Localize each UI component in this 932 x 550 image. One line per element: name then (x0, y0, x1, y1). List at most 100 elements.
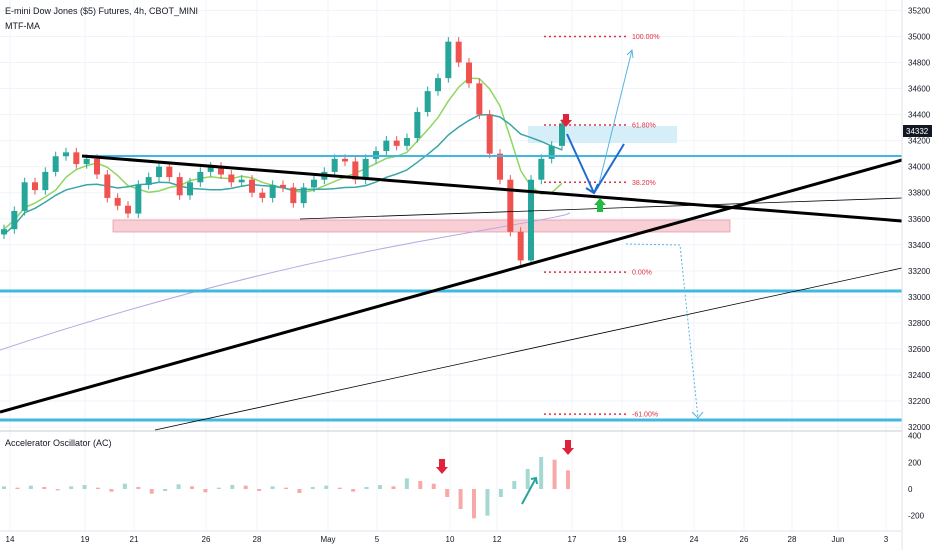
thin-trendline-lower (154, 267, 903, 431)
osc-bar (216, 487, 221, 489)
osc-bar (69, 486, 74, 489)
y-tick-label: 32400 (908, 371, 931, 380)
candle-body (373, 151, 379, 159)
candle-body (156, 166, 162, 178)
candle-body (362, 158, 369, 180)
osc-bar (445, 489, 450, 497)
osc-bar (404, 478, 409, 489)
projection-arrow-up (597, 49, 633, 189)
candle-body (187, 182, 193, 196)
osc-bar (190, 486, 194, 489)
osc-bar (42, 487, 47, 489)
x-tick-label: 26 (202, 535, 211, 544)
osc-bar (418, 481, 423, 489)
osc-bar (122, 483, 127, 489)
candle-body (435, 78, 441, 92)
y-axis: 35200 35000 34800 34600 34400 34200 34000 33800… (908, 6, 931, 432)
y-tick-label: 32600 (908, 345, 931, 354)
last-price-label: 34332 (906, 127, 929, 136)
candle-body (135, 184, 142, 214)
x-tick-label: 10 (446, 535, 455, 544)
osc-bar (525, 469, 530, 489)
chart-title: E-mini Dow Jones ($5) Futures, 4h, CBOT_… (5, 6, 198, 16)
y-tick-label: 32000 (908, 423, 931, 432)
x-tick-label: 12 (493, 535, 502, 544)
support-zone (112, 219, 731, 233)
osc-y-tick-label: 400 (908, 432, 922, 441)
osc-bar (203, 489, 208, 493)
osc-bar (310, 487, 315, 489)
indicator-label: MTF-MA (5, 21, 40, 31)
price-candles (1, 37, 565, 265)
osc-green-arrow (521, 476, 538, 505)
osc-bar (270, 486, 275, 489)
osc-bar (176, 484, 181, 489)
osc-bar (364, 487, 369, 489)
candle-body (455, 41, 462, 63)
y-tick-label: 33600 (908, 215, 931, 224)
candle-body (197, 171, 204, 183)
osc-bar (431, 483, 436, 489)
y-tick-label: 32800 (908, 319, 931, 328)
candle-body (311, 179, 317, 188)
osc-bar (566, 470, 570, 489)
osc-bar (136, 487, 141, 489)
oscillator-title: Accelerator Oscillator (AC) (5, 438, 112, 448)
osc-bar (498, 489, 503, 497)
candle-body (538, 158, 545, 180)
blue-arrow-down (566, 133, 625, 194)
candle-body (218, 166, 224, 175)
osc-bar (96, 487, 100, 489)
candle-body (94, 158, 100, 175)
osc-bar (15, 487, 20, 489)
osc-bar (458, 489, 463, 509)
osc-bar (324, 485, 329, 489)
candle-body (125, 205, 131, 214)
candle-body (331, 158, 338, 172)
candle-body (280, 184, 286, 188)
candle-body (21, 182, 28, 211)
y-tick-label: 33800 (908, 189, 931, 198)
x-tick-label: 14 (6, 535, 15, 544)
osc-y-tick-label: 0 (908, 485, 913, 494)
projection-arrow-down-dashed (625, 243, 699, 419)
x-tick-label: 3 (884, 535, 889, 544)
fib-level-label: -61.00% (632, 412, 658, 419)
y-tick-label: 34800 (908, 59, 931, 68)
osc-bar (539, 457, 544, 489)
osc-bar (163, 489, 168, 491)
candle-body (517, 231, 524, 261)
candle-body (383, 140, 390, 152)
ascending-trendline (0, 158, 903, 414)
x-tick-label: 17 (568, 535, 577, 544)
candle-body (228, 174, 235, 183)
osc-bar (378, 485, 382, 489)
x-tick-label: 19 (618, 535, 627, 544)
osc-bar (28, 485, 33, 489)
candle-body (83, 158, 90, 165)
candle-body (73, 152, 80, 165)
y-tick-label: 33000 (908, 293, 931, 302)
x-tick-label: 26 (740, 535, 749, 544)
y-tick-label: 34600 (908, 85, 931, 94)
candle-body (352, 161, 359, 180)
osc-bar (485, 489, 490, 516)
x-tick-label: 24 (690, 535, 699, 544)
red-down-arrow-icon (560, 114, 572, 127)
candle-body (342, 158, 348, 162)
candle-body (528, 179, 534, 261)
candle-body (176, 177, 183, 196)
candle-body (1, 229, 7, 235)
osc-red-arrow-1 (436, 459, 448, 474)
y-tick-label: 33200 (908, 267, 931, 276)
green-up-arrow-icon (594, 198, 606, 212)
candle-body (32, 182, 38, 191)
candle-body (290, 187, 297, 204)
osc-bar (55, 489, 60, 491)
ma-long-line (0, 212, 571, 351)
candle-body (548, 145, 555, 159)
candle-body (104, 174, 111, 198)
candle-body (207, 166, 214, 172)
osc-bar (391, 486, 396, 489)
